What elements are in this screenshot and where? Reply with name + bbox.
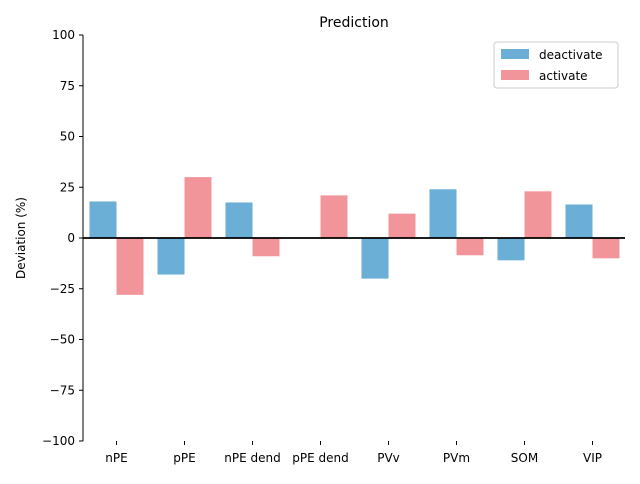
chart-title: Prediction: [319, 15, 389, 31]
x-tick-label: PVm: [443, 451, 470, 465]
bar-activate-nPE-dend: [253, 238, 280, 256]
legend-label-deactivate: deactivate: [539, 48, 603, 62]
x-tick-label: nPE: [105, 451, 127, 465]
bar-deactivate-nPE-dend: [226, 202, 253, 238]
legend-label-activate: activate: [539, 69, 588, 83]
legend-swatch-deactivate: [501, 49, 529, 59]
bar-deactivate-PVv: [362, 238, 389, 279]
y-tick-label: 50: [60, 130, 75, 144]
bar-activate-PVm: [457, 238, 484, 255]
y-tick-label: −100: [42, 434, 75, 448]
x-tick-label: pPE dend: [292, 451, 348, 465]
legend: deactivate activate: [494, 42, 618, 88]
bar-deactivate-PVm: [430, 189, 457, 238]
bar-deactivate-nPE: [90, 201, 117, 238]
y-tick-label: 0: [67, 231, 75, 245]
x-tick-label: SOM: [511, 451, 538, 465]
bar-activate-SOM: [525, 191, 552, 238]
x-tick-label: pPE: [173, 451, 195, 465]
bar-activate-pPE: [185, 177, 212, 238]
y-axis-label: Deviation (%): [14, 197, 28, 279]
x-tick-label: PVv: [377, 451, 400, 465]
bar-deactivate-SOM: [498, 238, 525, 260]
y-tick-label: −50: [50, 333, 75, 347]
y-axis: 100 75 50 25 0 −25 −50 −75 −100: [42, 28, 83, 448]
x-axis: nPE pPE nPE dend pPE dend PVv PVm SOM VIP: [105, 441, 602, 465]
x-tick-label: nPE dend: [224, 451, 280, 465]
y-tick-label: 25: [60, 180, 75, 194]
bar-activate-nPE: [117, 238, 144, 295]
bar-activate-pPE-dend: [321, 195, 348, 238]
bars-group: [83, 177, 625, 295]
bar-activate-VIP: [593, 238, 620, 258]
x-tick-label: VIP: [583, 451, 602, 465]
bar-deactivate-pPE: [158, 238, 185, 275]
bar-activate-PVv: [389, 214, 416, 238]
y-tick-label: 75: [60, 79, 75, 93]
bar-deactivate-VIP: [566, 205, 593, 238]
y-tick-label: 100: [52, 28, 75, 42]
y-tick-label: −75: [50, 383, 75, 397]
y-tick-label: −25: [50, 282, 75, 296]
legend-swatch-activate: [501, 70, 529, 80]
